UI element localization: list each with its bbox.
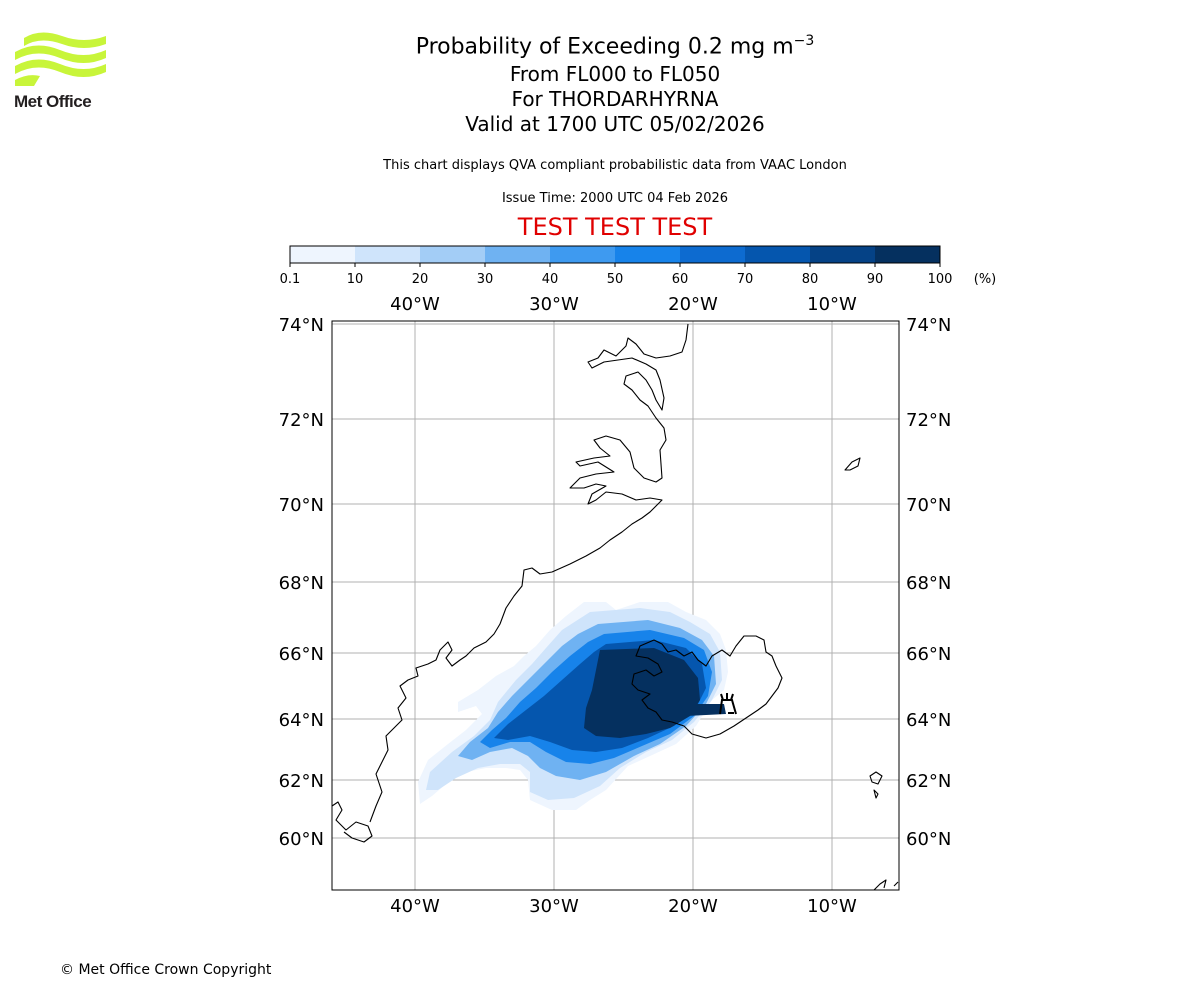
chart-titles: Probability of Exceeding 0.2 mg m−3 From… [315,26,915,137]
longitude-label-top: 20°W [668,294,718,315]
longitude-label-bottom: 20°W [668,896,718,917]
longitude-label-bottom: 40°W [390,896,440,917]
ash-probability-band [680,704,726,716]
map-frame [331,320,900,891]
valid-time: Valid at 1700 UTC 05/02/2026 [465,112,765,137]
longitude-label-top: 10°W [807,294,857,315]
latitude-label-left: 72°N [279,410,324,431]
ash-probability-band [584,648,700,738]
latitude-label-left: 60°N [279,829,324,850]
volcano-icon [719,693,737,715]
longitude-label-bottom: 30°W [529,896,579,917]
latitude-label-right: 68°N [906,573,951,594]
latitude-label-right: 66°N [906,644,951,665]
volcano-name: For THORDARHYRNA [511,87,719,112]
shetland-coastline [873,879,899,891]
latitude-label-right: 64°N [906,710,951,731]
faroe-islands-coastline [869,771,883,799]
latitude-label-left: 68°N [279,573,324,594]
greenland-coastline [331,323,689,843]
chart-description: This chart displays QVA compliant probab… [383,158,847,173]
iceland-coastline [631,635,783,739]
issue-time: Issue Time: 2000 UTC 04 Feb 2026 [501,191,729,206]
logo-text: Met Office [14,92,92,111]
latitude-label-left: 64°N [279,710,324,731]
latitude-label-right: 72°N [906,410,951,431]
met-office-logo: Met Office [14,30,109,111]
latitude-label-right: 60°N [906,829,951,850]
longitude-label-top: 30°W [529,294,579,315]
copyright: © Met Office Crown Copyright [60,962,272,978]
latitude-label-right: 70°N [906,495,951,516]
latitude-label-left: 74°N [279,315,324,336]
longitude-label-top: 40°W [390,294,440,315]
flight-level-range: From FL000 to FL050 [509,62,721,87]
latitude-label-left: 66°N [279,644,324,665]
latitude-label-left: 62°N [279,771,324,792]
longitude-label-bottom: 10°W [807,896,857,917]
jan-mayen-coastline [844,457,861,471]
test-banner: TEST TEST TEST [517,213,713,241]
met-office-waves-icon [15,32,106,86]
latitude-label-right: 74°N [906,315,951,336]
latitude-label-right: 62°N [906,771,951,792]
latitude-label-left: 70°N [279,495,324,516]
chart-title: Probability of Exceeding 0.2 mg m−3 [415,33,815,60]
